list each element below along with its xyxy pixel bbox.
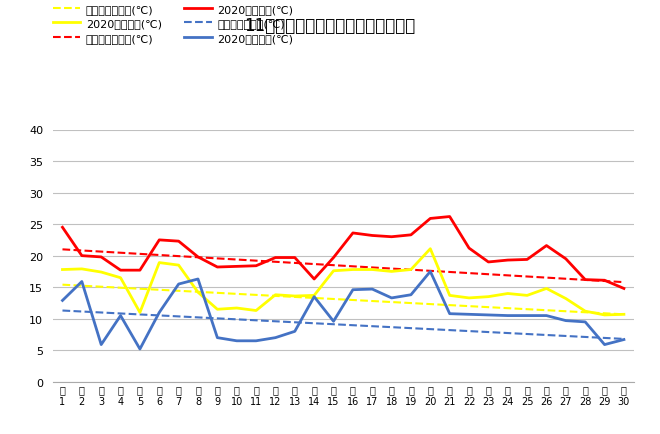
- Legend: 平均気温平年値(℃), 2020平均気温(℃), 最高気温平年値(℃), 2020最高気温(℃), 最低気温平年値(℃), 2020最低気温(℃): 平均気温平年値(℃), 2020平均気温(℃), 最高気温平年値(℃), 202…: [53, 5, 294, 44]
- Text: 11月最高・最低・平均気温（日別）: 11月最高・最低・平均気温（日別）: [244, 17, 416, 35]
